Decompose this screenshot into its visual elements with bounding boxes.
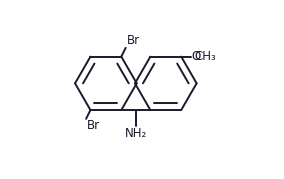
Text: O: O	[191, 50, 201, 63]
Text: Br: Br	[127, 35, 140, 47]
Text: NH₂: NH₂	[125, 127, 147, 140]
Text: CH₃: CH₃	[195, 50, 216, 63]
Text: Br: Br	[87, 119, 100, 132]
